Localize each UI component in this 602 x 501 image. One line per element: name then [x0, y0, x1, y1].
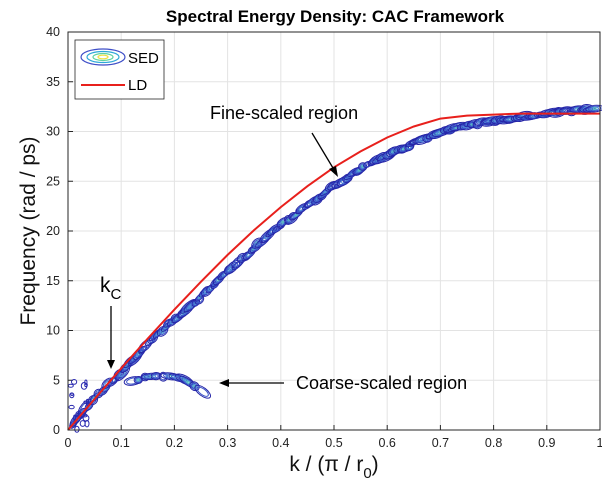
x-tick-label: 0.9 [538, 436, 555, 450]
sed-contour [85, 398, 89, 406]
legend-label-ld: LD [128, 77, 147, 94]
x-tick-label: 0 [65, 436, 72, 450]
annotation-kc-arrowhead [107, 360, 115, 369]
y-tick-label: 15 [46, 274, 60, 288]
legend-box [74, 39, 165, 100]
y-tick-label: 5 [53, 373, 60, 387]
x-tick-label: 0.2 [166, 436, 183, 450]
y-axis-ticks: 0 5 10 15 20 25 30 35 40 [46, 25, 73, 437]
sed-contour [77, 412, 84, 419]
y-tick-label: 25 [46, 174, 60, 188]
sed-contour [71, 379, 78, 385]
x-tick-label: 0.3 [219, 436, 236, 450]
sed-contour [70, 392, 74, 396]
sed-contour [84, 382, 88, 388]
x-tick-label: 0.6 [379, 436, 396, 450]
x-tick-label: 0.7 [432, 436, 449, 450]
annotation-fine-scaled: Fine-scaled region [210, 103, 358, 123]
annotation-coarse-arrowhead [219, 379, 229, 387]
legend-label-sed: SED [128, 50, 159, 67]
sed-contour [83, 400, 88, 404]
x-tick-label: 1 [597, 436, 602, 450]
sed-contour [74, 425, 80, 433]
legend-sed-symbol [80, 48, 126, 66]
x-tick-label: 0.8 [485, 436, 502, 450]
y-tick-label: 20 [46, 224, 60, 238]
y-tick-label: 0 [53, 423, 60, 437]
sed-contours [67, 103, 602, 433]
annotation-kc: kC [100, 274, 122, 303]
y-tick-label: 35 [46, 75, 60, 89]
annotation-coarse-scaled: Coarse-scaled region [296, 373, 467, 393]
y-axis-label: Frequency (rad / ps) [17, 136, 40, 325]
annotation-fine-arrowhead [329, 166, 338, 177]
annotation-fine-arrow [311, 132, 337, 174]
sed-contour [585, 104, 602, 113]
y-tick-label: 10 [46, 324, 60, 338]
legend: SED LD [74, 39, 165, 100]
sed-contour [194, 384, 212, 399]
sed-contour [133, 375, 143, 385]
chart-title: Spectral Energy Density: CAC Framework [166, 7, 505, 26]
y-tick-label: 30 [46, 125, 60, 139]
sed-contour [79, 420, 86, 427]
x-tick-label: 0.4 [272, 436, 289, 450]
sed-contour [68, 404, 75, 410]
x-tick-label: 0.1 [113, 436, 130, 450]
sed-contour [82, 414, 90, 422]
y-tick-label: 40 [46, 25, 60, 39]
sed-contour [73, 414, 77, 421]
x-tick-label: 0.5 [325, 436, 342, 450]
x-axis-label: k / (π / r0) [289, 453, 378, 482]
plot-frame [67, 31, 601, 431]
sed-contour [84, 379, 88, 385]
x-axis-ticks: 0 0.1 0.2 0.3 0.4 0.5 0.6 0.7 0.8 0.9 1 [65, 425, 602, 450]
